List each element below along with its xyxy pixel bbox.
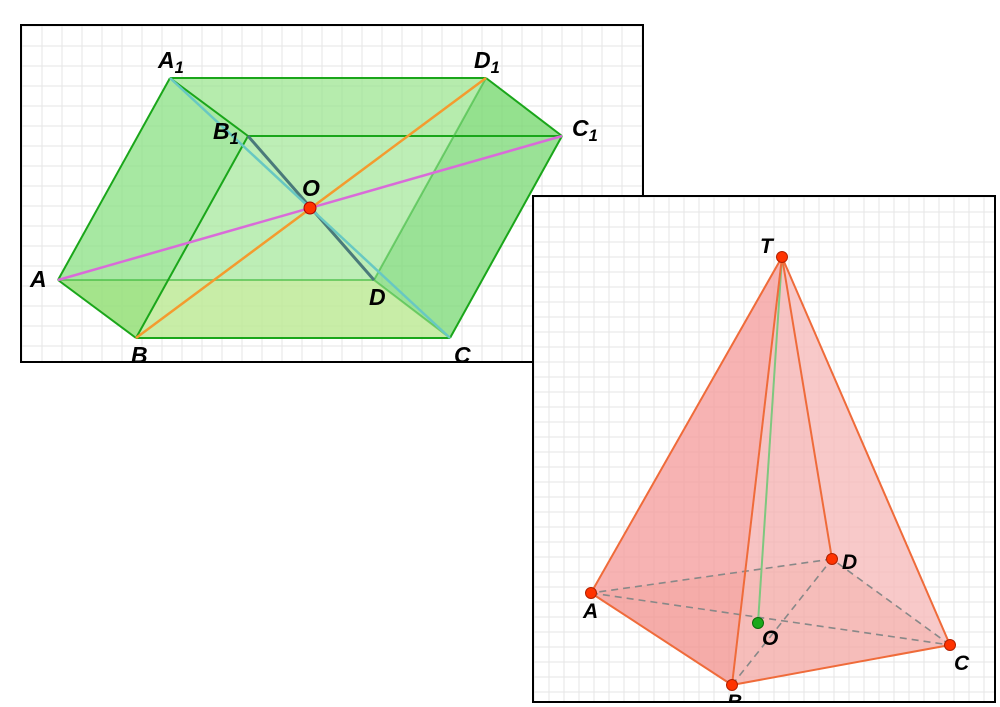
label-D1: D1 (474, 47, 500, 77)
point-B (727, 680, 738, 691)
point-D (827, 554, 838, 565)
point-A (586, 588, 597, 599)
pyramid-panel: T A B C D O (532, 195, 996, 703)
label-T: T (760, 235, 775, 258)
label-A1: A1 (157, 47, 184, 77)
point-C (945, 640, 956, 651)
label-C: C (454, 342, 471, 361)
label-A: A (29, 266, 47, 292)
label-A: A (582, 600, 598, 623)
point-O (304, 202, 316, 214)
label-D: D (369, 284, 386, 310)
label-B: B (131, 342, 148, 361)
pyramid-svg: T A B C D O (534, 197, 994, 701)
label-O: O (302, 175, 320, 201)
label-C: C (954, 652, 970, 675)
point-T (777, 252, 788, 263)
label-B: B (727, 691, 742, 701)
pyramid-faces (591, 257, 950, 685)
label-C1: C1 (572, 115, 598, 145)
label-D: D (842, 551, 857, 574)
label-O: O (762, 627, 778, 650)
